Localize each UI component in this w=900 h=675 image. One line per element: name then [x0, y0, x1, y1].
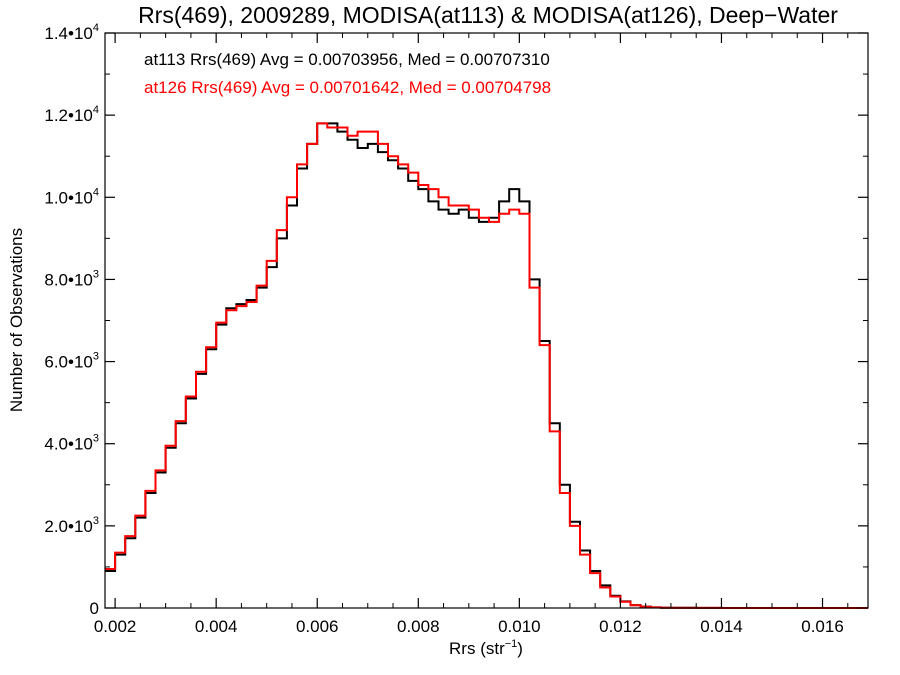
x-axis-label-end: ): [517, 639, 523, 658]
y-tick-label: 6.0•103: [44, 351, 99, 372]
x-tick-label: 0.004: [195, 617, 238, 636]
y-tick-label: 2.0•103: [44, 515, 99, 536]
series-layer: [105, 122, 868, 609]
y-tick-label: 1.4•104: [44, 22, 99, 43]
y-tick-label: 8.0•103: [44, 268, 99, 289]
plot-frame: [104, 32, 869, 609]
x-tick-label: 0.016: [801, 617, 844, 636]
x-tick-label: 0.014: [700, 617, 743, 636]
series-at113-line: [105, 122, 868, 609]
x-tick-label: 0.010: [498, 617, 541, 636]
x-axis-label: Rrs (str−1): [449, 638, 523, 658]
chart-title: Rrs(469), 2009289, MODISA(at113) & MODIS…: [138, 2, 838, 28]
x-tick-label: 0.002: [94, 617, 137, 636]
ticks-layer: 0.002 0.004 0.006 0.008 0.010 0.012 0.014 0.016…: [44, 22, 868, 636]
x-tick-label: 0.006: [296, 617, 339, 636]
annotation-at113: at113 Rrs(469) Avg = 0.00703956, Med = 0…: [144, 50, 550, 69]
annotation-at126: at126 Rrs(469) Avg = 0.00701642, Med = 0…: [144, 78, 551, 97]
x-axis-label-exponent: −1: [505, 638, 518, 650]
y-axis-label: Number of Observations: [7, 228, 26, 412]
x-axis-label-main: Rrs (str: [449, 639, 505, 658]
y-tick-label: 1.0•104: [44, 186, 99, 207]
y-tick-label: 4.0•103: [44, 433, 99, 454]
x-tick-label: 0.008: [397, 617, 440, 636]
series-at126-line: [105, 122, 868, 609]
x-tick-label: 0.012: [599, 617, 642, 636]
y-tick-label: 1.2•104: [44, 104, 99, 125]
y-tick-label: 0: [90, 599, 99, 618]
